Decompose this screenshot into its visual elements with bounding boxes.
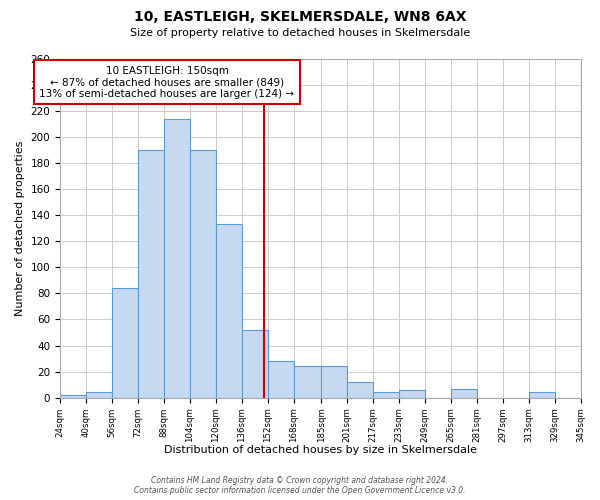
Bar xyxy=(268,361,293,398)
Bar xyxy=(138,150,164,398)
Bar xyxy=(112,288,138,398)
Bar xyxy=(190,150,215,398)
Bar xyxy=(60,395,86,398)
Bar xyxy=(373,392,399,398)
Bar xyxy=(451,388,477,398)
Y-axis label: Number of detached properties: Number of detached properties xyxy=(15,140,25,316)
Bar xyxy=(399,390,425,398)
X-axis label: Distribution of detached houses by size in Skelmersdale: Distribution of detached houses by size … xyxy=(164,445,477,455)
Text: Size of property relative to detached houses in Skelmersdale: Size of property relative to detached ho… xyxy=(130,28,470,38)
Bar xyxy=(242,330,268,398)
Text: Contains HM Land Registry data © Crown copyright and database right 2024.
Contai: Contains HM Land Registry data © Crown c… xyxy=(134,476,466,495)
Bar xyxy=(293,366,321,398)
Bar xyxy=(164,119,190,398)
Bar xyxy=(347,382,373,398)
Bar xyxy=(321,366,347,398)
Bar xyxy=(86,392,112,398)
Bar xyxy=(215,224,242,398)
Text: 10, EASTLEIGH, SKELMERSDALE, WN8 6AX: 10, EASTLEIGH, SKELMERSDALE, WN8 6AX xyxy=(134,10,466,24)
Bar xyxy=(529,392,554,398)
Text: 10 EASTLEIGH: 150sqm
← 87% of detached houses are smaller (849)
13% of semi-deta: 10 EASTLEIGH: 150sqm ← 87% of detached h… xyxy=(40,66,295,98)
